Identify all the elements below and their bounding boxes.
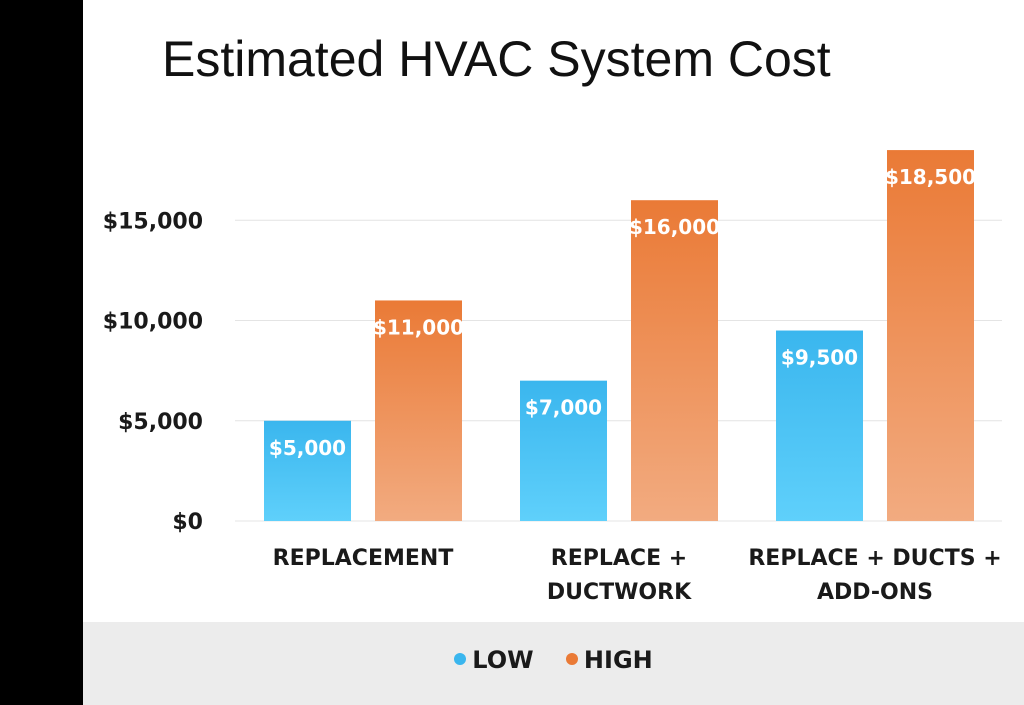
bar-value-label: $9,500 — [781, 346, 858, 370]
y-tick-label: $10,000 — [103, 310, 203, 335]
bar-high-0 — [375, 300, 462, 521]
category-labels: REPLACEMENT REPLACE + DUCTWORK REPLACE + DU… — [273, 546, 1002, 605]
y-tick-label: $5,000 — [118, 410, 203, 435]
category-label: REPLACEMENT — [273, 546, 454, 571]
bar-value-label: $5,000 — [269, 436, 346, 460]
bar-value-label: $11,000 — [373, 315, 464, 339]
chart-card — [83, 0, 1024, 705]
category-label: REPLACE + DUCTS + — [748, 546, 1001, 571]
legend-band: LOW HIGH — [83, 622, 1024, 705]
bars: $5,000 $7,000 $9,500 $11,000 $16,000 $18,500 — [264, 150, 976, 521]
category-label: REPLACE + — [551, 546, 687, 571]
bar-low-1 — [520, 380, 607, 521]
legend-label-high: HIGH — [583, 646, 653, 674]
grid-lines — [235, 219, 1002, 522]
y-axis-ticks: $0 $5,000 $10,000 $15,000 — [103, 209, 203, 535]
bar-low-2 — [776, 330, 863, 521]
bar-value-label: $16,000 — [629, 215, 720, 239]
category-label: DUCTWORK — [547, 580, 692, 605]
legend-dot-low-icon — [454, 653, 467, 665]
left-black-bar — [0, 0, 83, 705]
legend-item-high: HIGH — [565, 646, 653, 674]
bar-high-2 — [887, 150, 974, 521]
bar-value-label: $7,000 — [525, 396, 602, 420]
bar-value-label: $18,500 — [885, 165, 976, 189]
legend-dot-high-icon — [565, 653, 578, 665]
legend-item-low: LOW — [454, 646, 534, 674]
bar-high-1 — [631, 200, 718, 521]
y-tick-label: $0 — [172, 510, 203, 535]
bar-low-0 — [264, 420, 351, 521]
y-tick-label: $15,000 — [103, 209, 203, 234]
category-label: ADD-ONS — [817, 580, 933, 605]
legend-label-low: LOW — [472, 646, 534, 674]
chart-title: Estimated HVAC System Cost — [162, 31, 831, 87]
legend: LOW HIGH — [83, 646, 1024, 674]
